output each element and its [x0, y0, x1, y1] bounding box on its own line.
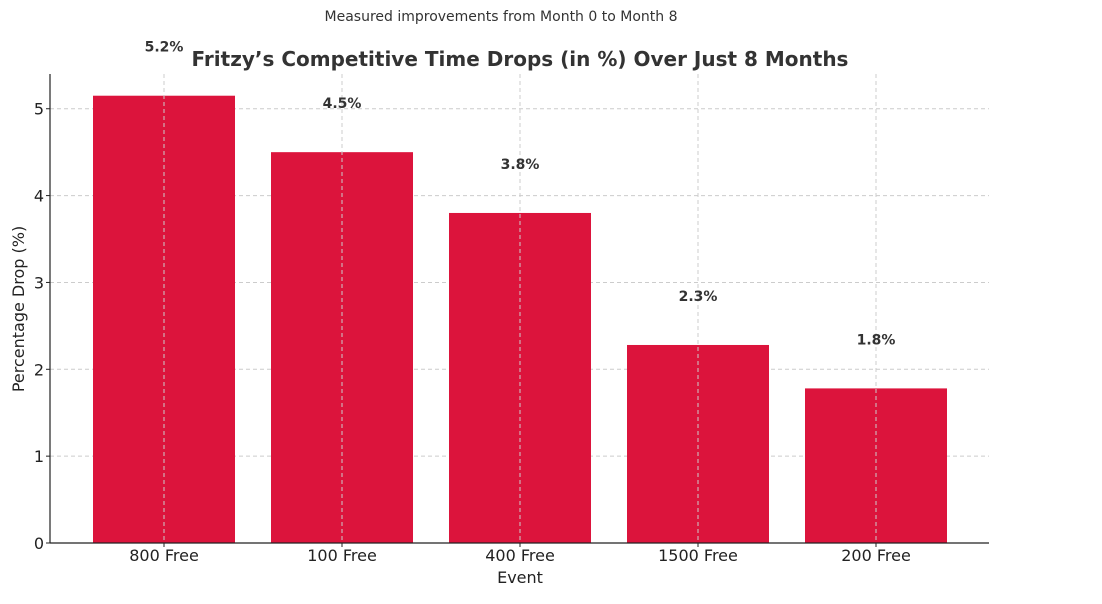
- bar-value-label: 2.3%: [679, 289, 718, 305]
- x-tick-label: 200 Free: [841, 546, 911, 565]
- bar-1500-free: [627, 344, 769, 543]
- bar-value-label: 3.8%: [501, 157, 540, 173]
- bar-value-label: 4.5%: [323, 96, 362, 112]
- y-tick-label: 1: [34, 447, 44, 466]
- y-axis-label: Percentage Drop (%): [9, 226, 28, 392]
- y-tick-label: 0: [34, 534, 44, 553]
- y-tick-label: 4: [34, 187, 44, 206]
- y-tick-label: 3: [34, 273, 44, 292]
- labels-layer: 0 1 2 3 4 5 800 Free 100 Free 400 Free 1500 Free 2…: [34, 40, 911, 565]
- bar-value-label: 5.2%: [145, 40, 184, 56]
- x-tick-label: 1500 Free: [658, 546, 738, 565]
- y-tick-label: 2: [34, 360, 44, 379]
- x-tick-label: 800 Free: [129, 546, 199, 565]
- x-tick-label: 100 Free: [307, 546, 377, 565]
- x-axis-label: Event: [497, 568, 543, 587]
- y-tick-label: 5: [34, 100, 44, 119]
- x-tick-label: 400 Free: [485, 546, 555, 565]
- chart-subtitle: Measured improvements from Month 0 to Mo…: [325, 9, 678, 25]
- chart-title: Fritzy’s Competitive Time Drops (in %) O…: [192, 47, 849, 71]
- bar-value-label: 1.8%: [857, 332, 896, 348]
- axes-layer: [46, 74, 989, 547]
